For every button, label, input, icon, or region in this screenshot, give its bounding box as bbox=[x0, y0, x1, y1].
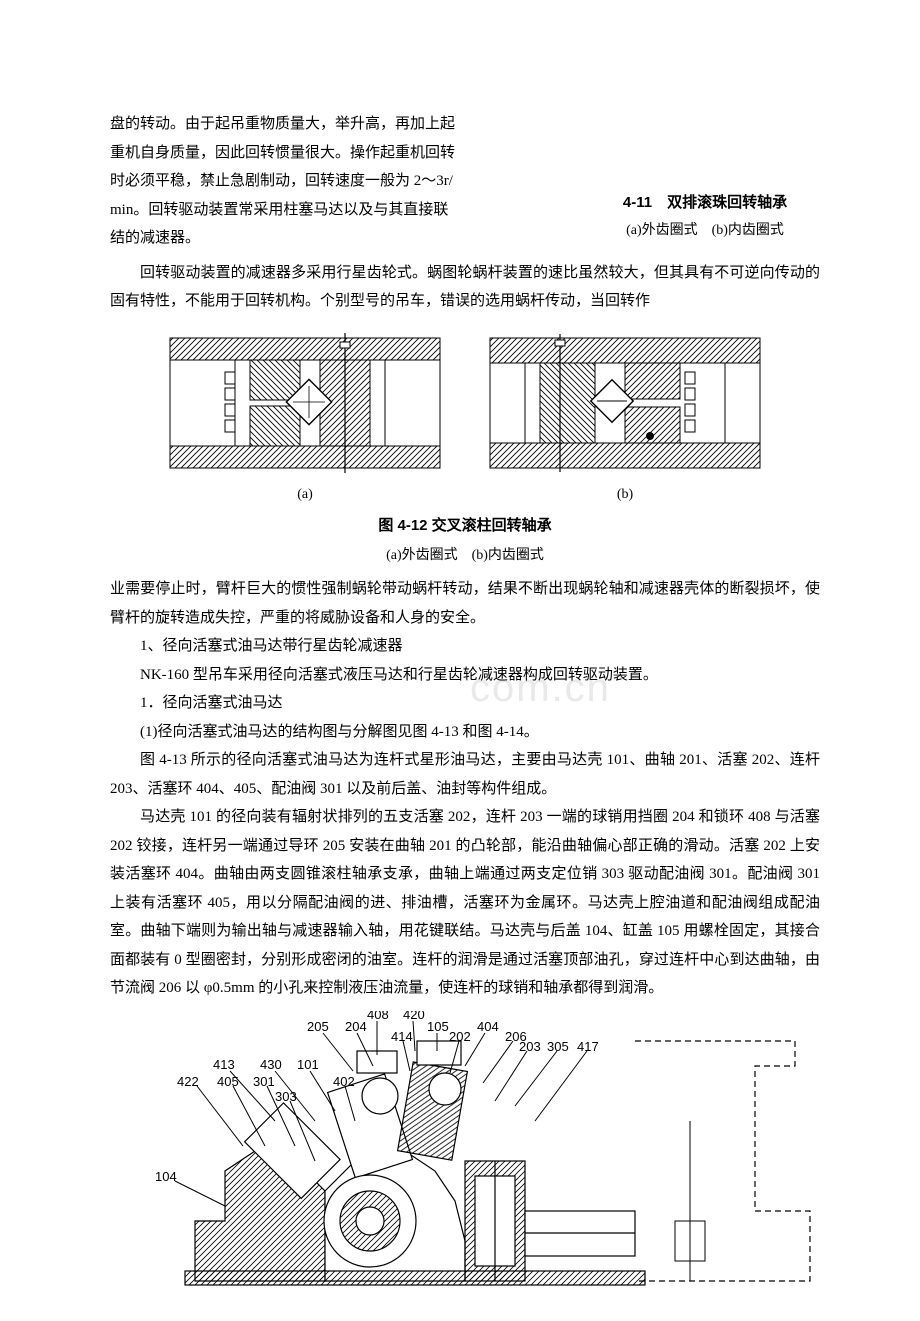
p-line: 盘的转动。由于起吊重物质量大，举升高，再加上起 bbox=[110, 110, 560, 139]
section-1-1-heading: 1．径向活塞式油马达 bbox=[110, 689, 820, 718]
svg-text:417: 417 bbox=[577, 1039, 599, 1054]
diagram-cross-roller-b bbox=[485, 328, 765, 478]
fig-4-12-caption: 图 4-12 交叉滚柱回转轴承 bbox=[110, 512, 820, 541]
svg-text:204: 204 bbox=[345, 1019, 367, 1034]
paragraph: 业需要停止时，臂杆巨大的惯性强制蜗轮带动蜗杆转动，结果不断出现蜗轮轴和减速器壳体… bbox=[110, 575, 820, 632]
callout: 206 bbox=[483, 1029, 527, 1083]
svg-text:203: 203 bbox=[519, 1039, 541, 1054]
fig-4-13: 408 420 205 204 105 404 414 202 206 413 … bbox=[110, 1011, 820, 1302]
diagram-cross-roller-a bbox=[165, 328, 445, 478]
section-1-heading: 1、径向活塞式油马达带行星齿轮减速器 bbox=[110, 632, 820, 661]
svg-text:305: 305 bbox=[547, 1039, 569, 1054]
p-line: 时必须平稳，禁止急剧制动，回转速度一般为 2～3r/ bbox=[110, 167, 560, 196]
svg-text:105: 105 bbox=[427, 1019, 449, 1034]
svg-text:405: 405 bbox=[217, 1074, 239, 1089]
callout: 104 bbox=[155, 1169, 225, 1206]
svg-text:404: 404 bbox=[477, 1019, 499, 1034]
svg-text:101: 101 bbox=[297, 1057, 319, 1072]
svg-text:408: 408 bbox=[367, 1011, 389, 1022]
paragraph: 图 4-13 所示的径向活塞式油马达为连杆式星形油马达，主要由马达壳 101、曲… bbox=[110, 746, 820, 803]
svg-text:420: 420 bbox=[403, 1011, 425, 1022]
svg-text:402: 402 bbox=[333, 1074, 355, 1089]
svg-text:104: 104 bbox=[155, 1169, 177, 1184]
fig-4-11-sub: (a)外齿圈式 (b)内齿圈式 bbox=[590, 218, 820, 245]
callout: 203 bbox=[495, 1039, 541, 1101]
fig-4-12-a: (a) bbox=[165, 328, 445, 509]
top-two-column: 盘的转动。由于起吊重物质量大，举升高，再加上起 重机自身质量，因此回转惯量很大。… bbox=[110, 110, 820, 253]
fig-4-12-a-label: (a) bbox=[165, 482, 445, 509]
p-line: 重机自身质量，因此回转惯量很大。操作起重机回转 bbox=[110, 139, 560, 168]
paragraph: NK-160 型吊车采用径向活塞式液压马达和行星齿轮减速器构成回转驱动装置。 bbox=[110, 661, 820, 690]
paragraph: 回转驱动装置的减速器多采用行星齿轮式。蜗图轮蜗杆装置的速比虽然较大，但其具有不可… bbox=[110, 259, 820, 316]
svg-text:430: 430 bbox=[260, 1057, 282, 1072]
fig-4-12-row: (a) bbox=[110, 328, 820, 509]
p-line: min。回转驱动装置常采用柱塞马达以及与其直接联 bbox=[110, 196, 560, 225]
fig-4-12-b-label: (b) bbox=[485, 482, 765, 509]
paragraph: 马达壳 101 的径向装有辐射状排列的五支活塞 202，连杆 203 一端的球销… bbox=[110, 803, 820, 1003]
svg-text:205: 205 bbox=[307, 1019, 329, 1034]
fig-4-12-sub: (a)外齿圈式 (b)内齿圈式 bbox=[110, 543, 820, 570]
svg-text:414: 414 bbox=[391, 1029, 413, 1044]
fig-4-12-b: (b) bbox=[485, 328, 765, 509]
p-line: 结的减速器。 bbox=[110, 224, 560, 253]
svg-text:301: 301 bbox=[253, 1074, 275, 1089]
svg-text:202: 202 bbox=[449, 1029, 471, 1044]
callout: 101 bbox=[297, 1057, 335, 1111]
callout: 408 bbox=[367, 1011, 389, 1055]
diagram-radial-piston-motor: 408 420 205 204 105 404 414 202 206 413 … bbox=[115, 1011, 815, 1291]
paragraph: (1)径向活塞式油马达的结构图与分解图见图 4-13 和图 4-14。 bbox=[110, 718, 820, 747]
svg-text:303: 303 bbox=[275, 1089, 297, 1104]
svg-text:422: 422 bbox=[177, 1074, 199, 1089]
top-left-text: 盘的转动。由于起吊重物质量大，举升高，再加上起 重机自身质量，因此回转惯量很大。… bbox=[110, 110, 560, 253]
fig-4-11-caption-block: 4-11 双排滚珠回转轴承 (a)外齿圈式 (b)内齿圈式 bbox=[590, 110, 820, 253]
svg-text:413: 413 bbox=[213, 1057, 235, 1072]
fig-4-11-title: 4-11 双排滚珠回转轴承 bbox=[590, 189, 820, 218]
